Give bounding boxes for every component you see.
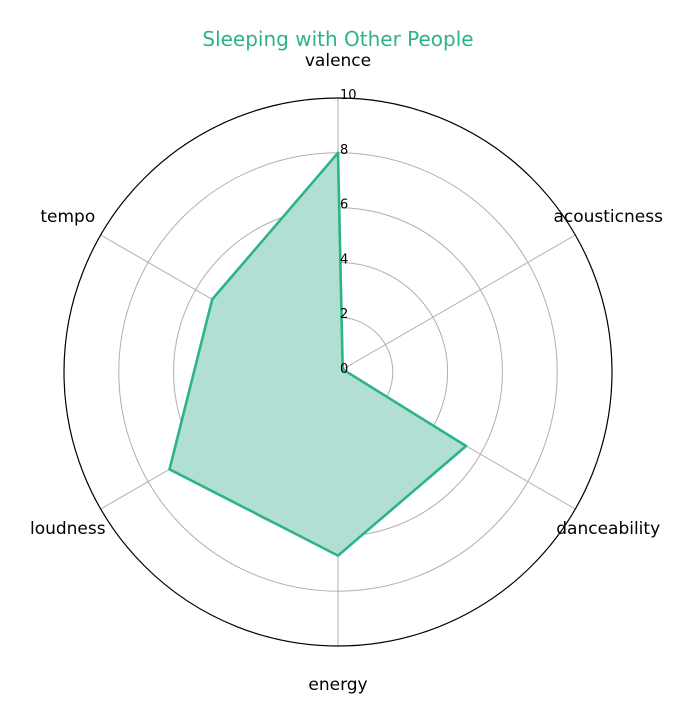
axis-labels: valence acousticness danceability energy lou… xyxy=(30,51,663,695)
axis-label-danceability: danceability xyxy=(556,519,660,539)
r-tick-label: 10 xyxy=(340,88,357,103)
r-tick-label: 8 xyxy=(340,143,348,158)
r-tick-label: 2 xyxy=(340,307,348,322)
grid-spoke xyxy=(337,234,576,373)
r-tick-label: 0 xyxy=(340,362,348,377)
axis-label-acousticness: acousticness xyxy=(553,207,663,227)
chart-title: Sleeping with Other People xyxy=(202,27,473,51)
r-tick-label: 6 xyxy=(340,198,348,213)
r-tick-label: 4 xyxy=(340,252,348,267)
outer-frame xyxy=(63,97,613,647)
axis-label-loudness: loudness xyxy=(30,519,106,539)
axis-label-tempo: tempo xyxy=(40,207,95,227)
axis-label-valence: valence xyxy=(305,51,371,71)
series-layer xyxy=(168,151,468,557)
radial-ticks: 0 2 4 6 8 10 xyxy=(340,88,357,377)
series-fill xyxy=(169,152,467,556)
axis-label-energy: energy xyxy=(308,675,367,695)
